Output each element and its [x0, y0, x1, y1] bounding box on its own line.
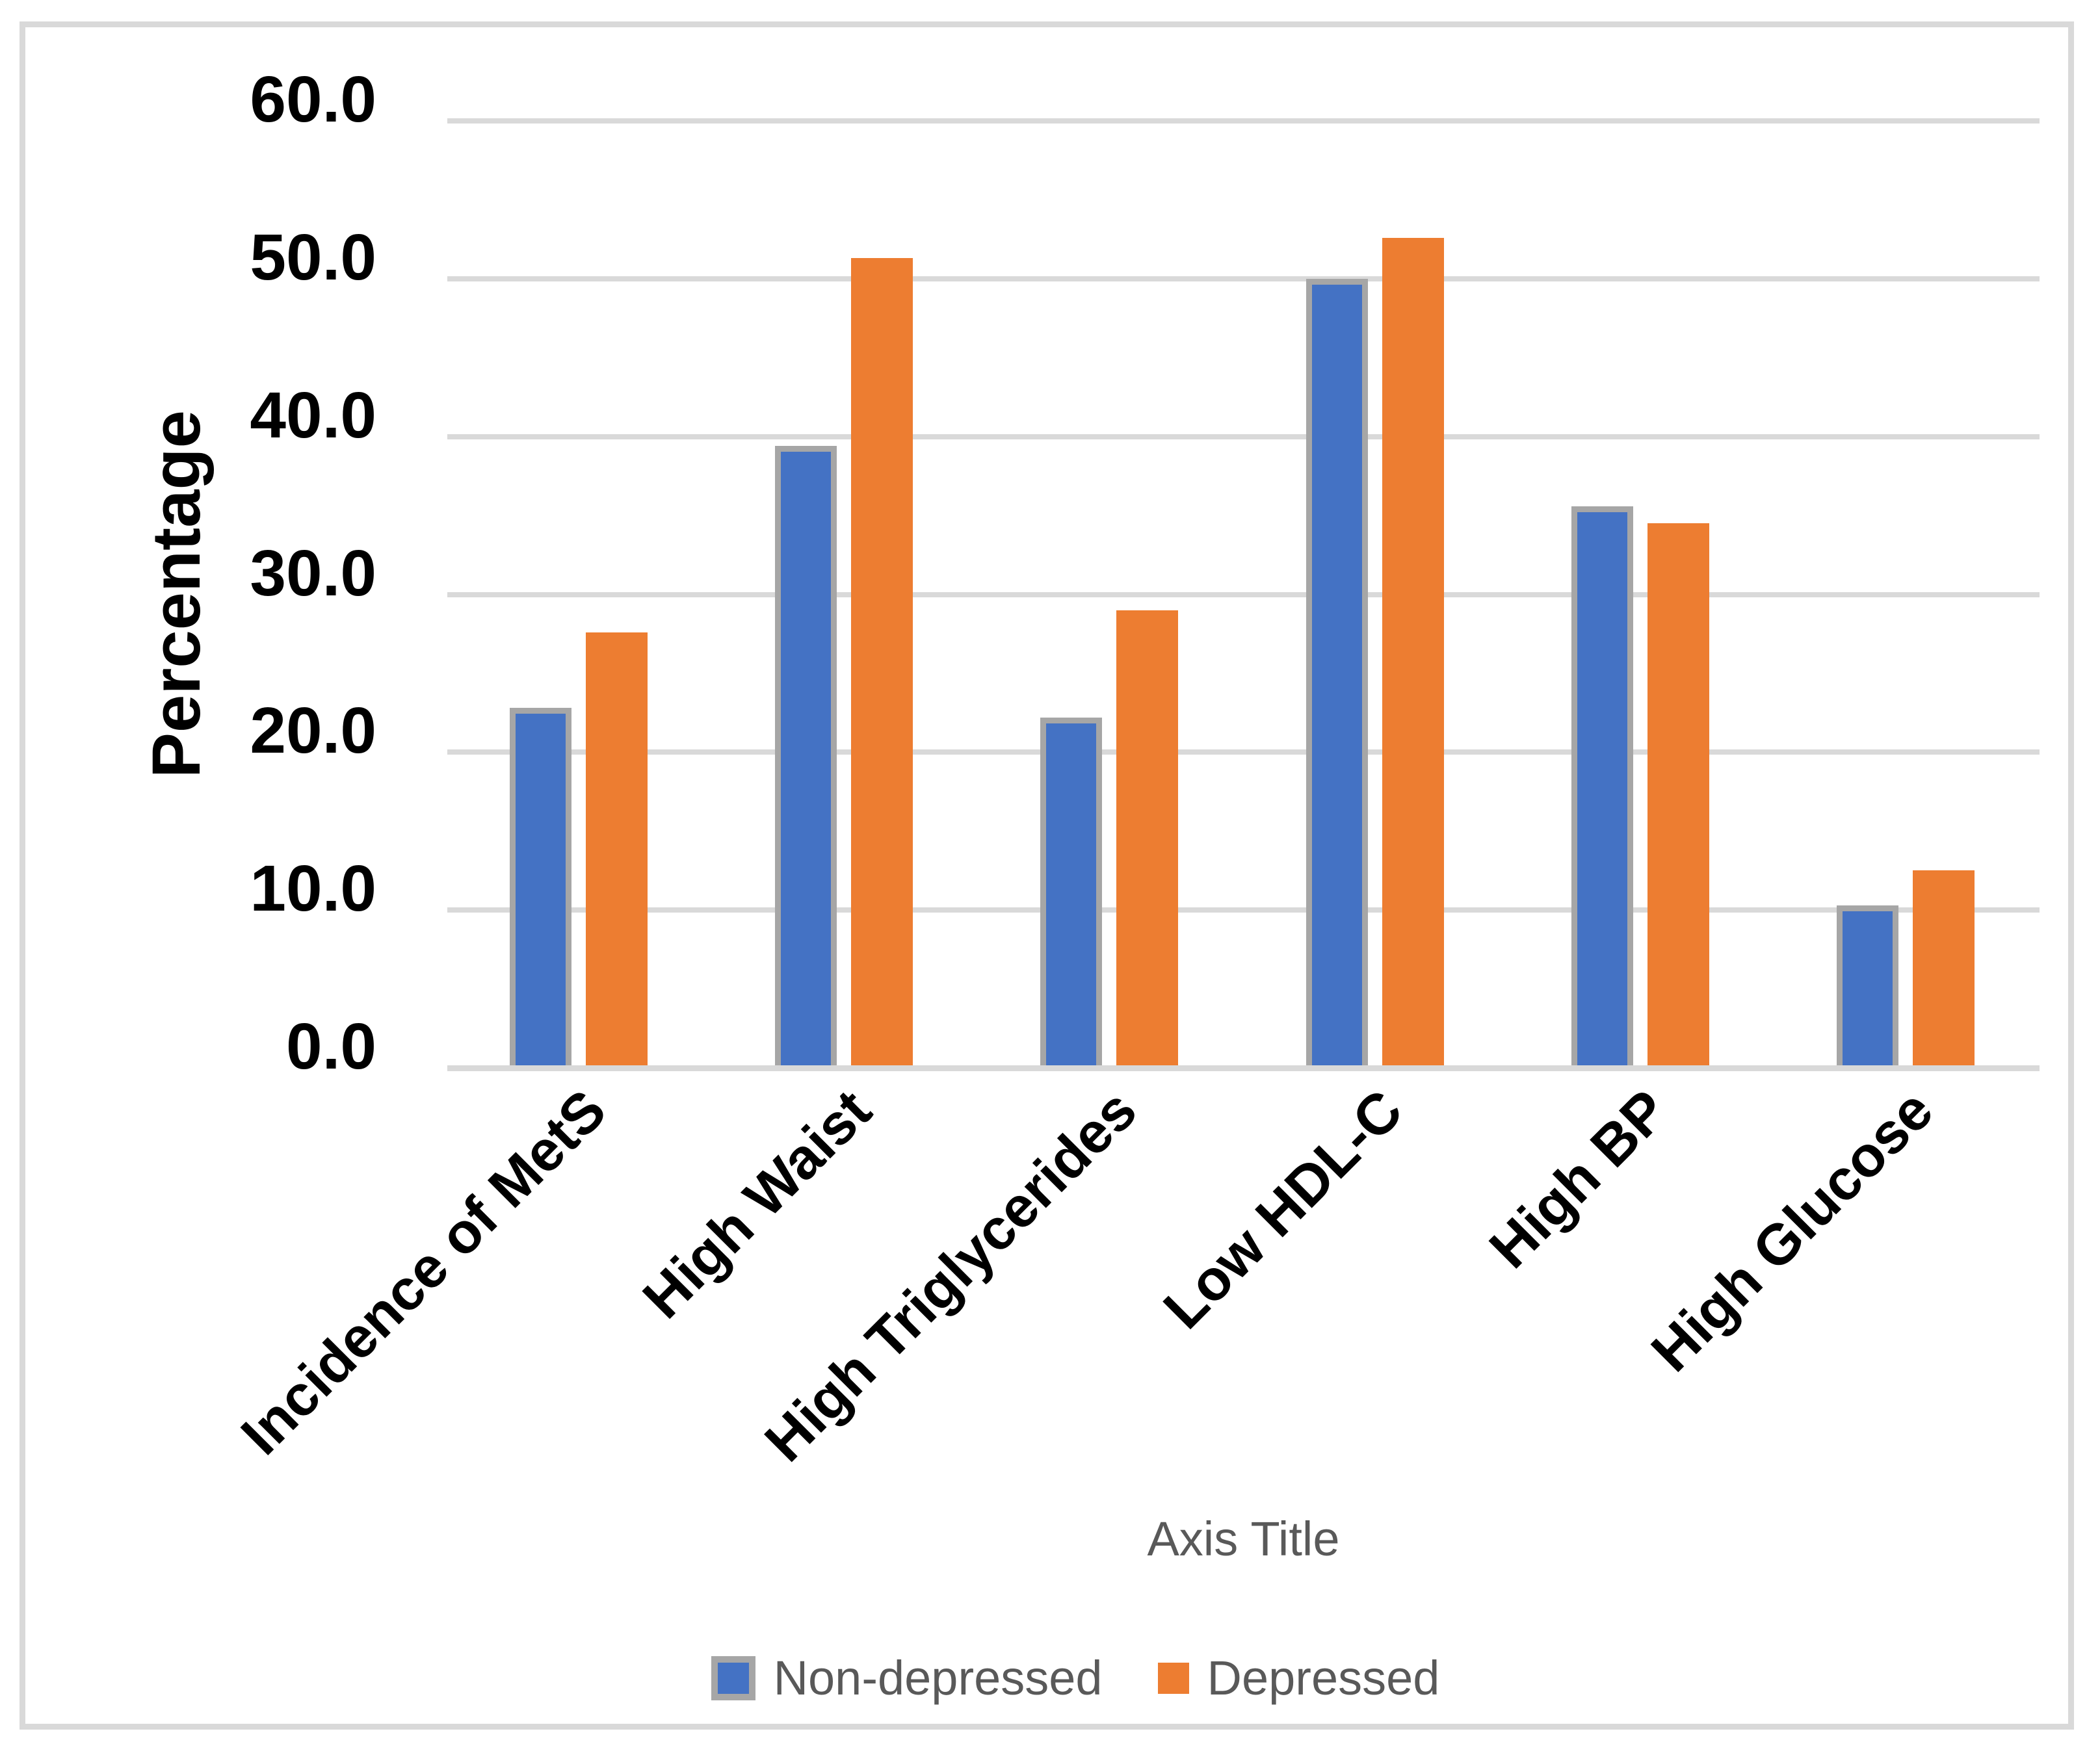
- bar-depressed-high-waist: [851, 258, 913, 1068]
- bar-non-depressed-incidence-of-mets: [510, 708, 572, 1068]
- y-tick-label-0.0: 0.0: [285, 1010, 376, 1083]
- bar-depressed-low-hdl-c: [1382, 237, 1444, 1068]
- legend-swatch-depressed: [1157, 1663, 1189, 1694]
- y-tick-label-60.0: 60.0: [250, 63, 376, 136]
- plot-area: [447, 118, 2040, 1071]
- y-tick-label-50.0: 50.0: [250, 220, 376, 294]
- legend-swatch-non-depressed: [711, 1656, 755, 1700]
- y-axis-title: Percentage: [138, 409, 215, 779]
- bar-non-depressed-low-hdl-c: [1306, 278, 1368, 1068]
- legend-item-depressed: Depressed: [1157, 1649, 1440, 1708]
- gridline-60: [447, 118, 2040, 123]
- gridline-10: [447, 907, 2040, 913]
- bar-non-depressed-high-triglycerides: [1040, 717, 1103, 1068]
- chart-frame: 0.0 10.0 20.0 30.0 40.0 50.0 60.0 Incidence of…: [20, 21, 2074, 1730]
- gridline-30: [447, 591, 2040, 597]
- bar-depressed-incidence-of-mets: [586, 632, 648, 1068]
- y-tick-label-10.0: 10.0: [250, 852, 376, 926]
- gridline-20: [447, 749, 2040, 755]
- y-tick-label-30.0: 30.0: [250, 536, 376, 610]
- bar-depressed-high-triglycerides: [1116, 610, 1179, 1068]
- gridline-40: [447, 434, 2040, 439]
- bar-depressed-high-glucose: [1912, 870, 1975, 1068]
- y-tick-label-20.0: 20.0: [250, 694, 376, 768]
- x-axis-line: [447, 1065, 2040, 1071]
- bar-non-depressed-high-glucose: [1836, 905, 1898, 1068]
- gridline-50: [447, 276, 2040, 281]
- x-axis-title: Axis Title: [1147, 1512, 1340, 1566]
- bar-depressed-high-bp: [1647, 523, 1709, 1068]
- y-tick-label-40.0: 40.0: [250, 378, 376, 452]
- legend: Non-depressed Depressed: [25, 1649, 2100, 1708]
- bar-non-depressed-high-waist: [775, 446, 837, 1068]
- legend-label-depressed: Depressed: [1207, 1651, 1440, 1705]
- legend-item-non-depressed: Non-depressed: [711, 1649, 1103, 1708]
- legend-label-non-depressed: Non-depressed: [773, 1651, 1103, 1705]
- bar-non-depressed-high-bp: [1571, 506, 1633, 1068]
